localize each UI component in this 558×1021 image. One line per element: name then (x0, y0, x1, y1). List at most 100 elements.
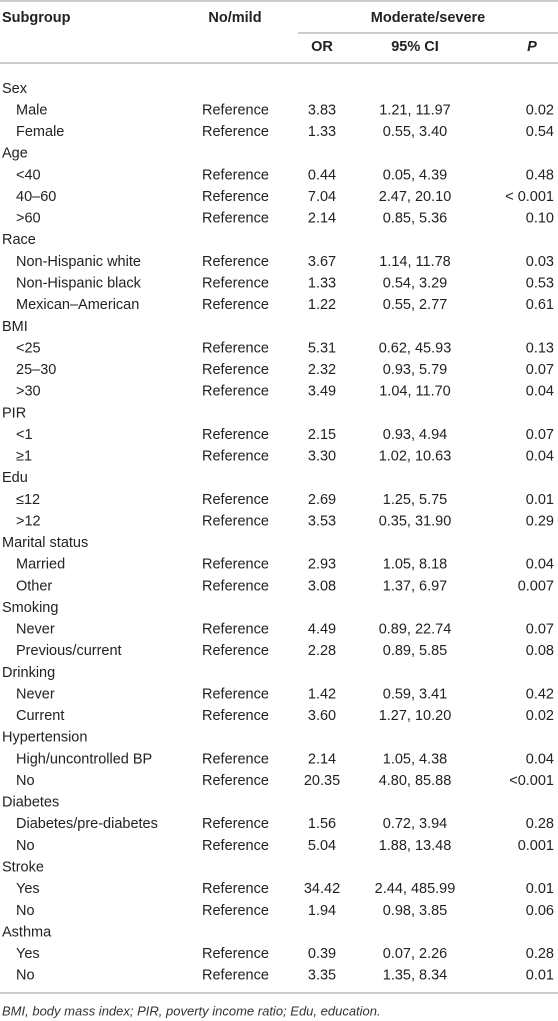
cell: 3.53 (308, 513, 336, 529)
cell: 0.05, 4.39 (383, 167, 448, 183)
header-cell: 95% CI (391, 39, 439, 55)
cell: Previous/current (16, 643, 122, 659)
cell: <1 (16, 427, 33, 443)
cell: Reference (202, 124, 269, 140)
cell: Yes (16, 946, 40, 962)
cell: 1.94 (308, 903, 336, 919)
cell: Non-Hispanic white (16, 254, 141, 270)
cell: 2.47, 20.10 (379, 189, 452, 205)
cell: 0.72, 3.94 (383, 816, 448, 832)
cell: 1.04, 11.70 (379, 384, 451, 400)
cell: 1.33 (308, 275, 336, 291)
group-label: Age (2, 146, 28, 162)
group-label: Drinking (2, 665, 55, 681)
cell: Yes (16, 881, 40, 897)
cell: 5.31 (308, 340, 336, 356)
cell: 1.05, 4.38 (383, 751, 448, 767)
cell: <40 (16, 167, 41, 183)
cell: >60 (16, 211, 41, 227)
cell: Reference (202, 773, 269, 789)
cell: Female (16, 124, 64, 140)
cell: 0.55, 3.40 (383, 124, 448, 140)
cell: Never (16, 622, 55, 638)
cell: Reference (202, 751, 269, 767)
cell: 2.15 (308, 427, 336, 443)
cell: Reference (202, 838, 269, 854)
footnote: BMI, body mass index; PIR, poverty incom… (2, 1003, 381, 1018)
cell: Reference (202, 903, 269, 919)
cell: 3.08 (308, 578, 336, 594)
cell: Reference (202, 254, 269, 270)
cell: Reference (202, 622, 269, 638)
cell: 0.01 (526, 492, 554, 508)
header-cell: Subgroup (2, 10, 71, 26)
cell: 0.07, 2.26 (383, 946, 448, 962)
cell: 0.08 (526, 643, 554, 659)
cell: 2.69 (308, 492, 336, 508)
group-label: Smoking (2, 600, 58, 616)
cell: 1.33 (308, 124, 336, 140)
cell: Reference (202, 102, 269, 118)
cell: No (16, 773, 35, 789)
group-label: Edu (2, 470, 28, 486)
cell: <25 (16, 340, 41, 356)
cell: 2.28 (308, 643, 336, 659)
cell: 0.02 (526, 102, 554, 118)
cell: 34.42 (304, 881, 340, 897)
cell: 0.007 (518, 578, 554, 594)
group-label: Marital status (2, 535, 88, 551)
cell: 3.30 (308, 449, 336, 465)
cell: Reference (202, 557, 269, 573)
cell: 0.48 (526, 167, 554, 183)
cell: No (16, 968, 35, 984)
cell: 4.49 (308, 622, 336, 638)
cell: 0.98, 3.85 (383, 903, 448, 919)
cell: 20.35 (304, 773, 340, 789)
cell: 0.89, 5.85 (383, 643, 448, 659)
group-label: BMI (2, 319, 28, 335)
cell: >30 (16, 384, 41, 400)
cell: Married (16, 557, 65, 573)
header-cell: No/mild (208, 10, 261, 26)
cell: 1.05, 8.18 (383, 557, 448, 573)
cell: >12 (16, 513, 41, 529)
cell: 0.01 (526, 968, 554, 984)
cell: 0.10 (526, 211, 554, 227)
cell: Reference (202, 189, 269, 205)
cell: 5.04 (308, 838, 336, 854)
cell: Reference (202, 492, 269, 508)
cell: Reference (202, 686, 269, 702)
cell: Reference (202, 816, 269, 832)
cell: Reference (202, 643, 269, 659)
group-label: Race (2, 232, 36, 248)
cell: 0.07 (526, 362, 554, 378)
cell: Reference (202, 513, 269, 529)
cell: <0.001 (509, 773, 554, 789)
cell: 1.14, 11.78 (379, 254, 451, 270)
group-label: Stroke (2, 860, 44, 876)
group-label: Hypertension (2, 730, 87, 746)
cell: 2.93 (308, 557, 336, 573)
cell: 0.54 (526, 124, 554, 140)
cell: Reference (202, 297, 269, 313)
cell: High/uncontrolled BP (16, 751, 152, 767)
cell: 0.85, 5.36 (383, 211, 448, 227)
cell: 0.28 (526, 946, 554, 962)
cell: Reference (202, 449, 269, 465)
cell: 7.04 (308, 189, 336, 205)
cell: Reference (202, 340, 269, 356)
group-label: Diabetes (2, 795, 59, 811)
cell: 0.54, 3.29 (383, 275, 448, 291)
cell: 0.44 (308, 167, 336, 183)
cell: Reference (202, 384, 269, 400)
cell: 3.67 (308, 254, 336, 270)
cell: 4.80, 85.88 (379, 773, 452, 789)
cell: 0.93, 4.94 (383, 427, 448, 443)
cell: 2.32 (308, 362, 336, 378)
cell: 1.27, 10.20 (379, 708, 452, 724)
cell: 0.39 (308, 946, 336, 962)
cell: 0.28 (526, 816, 554, 832)
cell: 3.49 (308, 384, 336, 400)
